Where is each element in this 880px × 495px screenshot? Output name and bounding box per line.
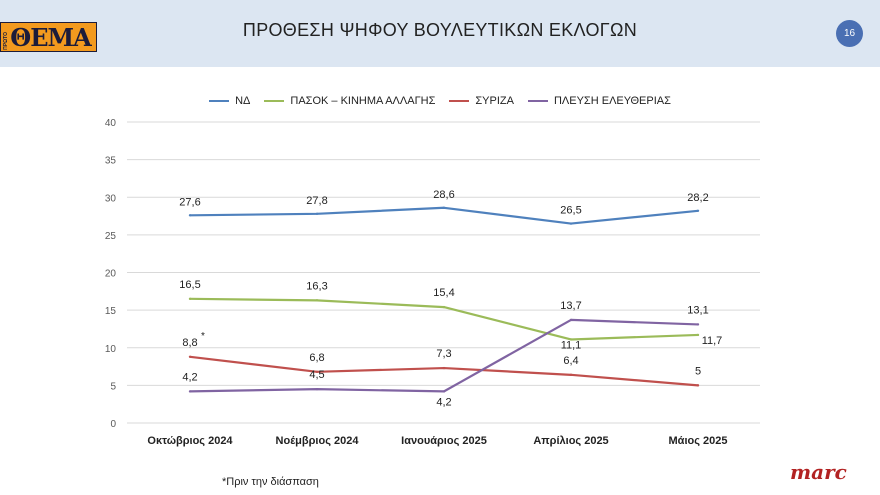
legend-item-syriza: ΣΥΡΙΖΑ — [449, 95, 514, 107]
x-tick-label: Απρίλιος 2025 — [533, 435, 608, 447]
data-label-pasok: 11,1 — [561, 339, 582, 351]
data-point-nd — [315, 212, 319, 216]
data-label-pasok: 15,4 — [433, 287, 454, 299]
legend-item-nd: ΝΔ — [209, 95, 250, 107]
data-point-nd — [188, 214, 192, 217]
data-point-syriza — [442, 366, 446, 370]
x-tick-label: Νοέμβριος 2024 — [276, 435, 360, 447]
data-label-nd: 27,6 — [179, 196, 200, 208]
y-tick-label: 5 — [110, 381, 116, 392]
x-tick-label: Μάιος 2025 — [669, 435, 728, 447]
data-point-plefsi — [569, 318, 573, 322]
data-label-plefsi: 4,2 — [182, 371, 197, 383]
data-label-plefsi: 13,7 — [560, 300, 581, 312]
legend-swatch-plefsi — [527, 100, 548, 102]
data-label-pasok: 11,7 — [702, 335, 723, 347]
data-label-nd: 28,2 — [687, 192, 708, 204]
data-point-pasok — [315, 299, 319, 302]
data-point-syriza — [188, 355, 192, 358]
data-point-nd — [569, 222, 573, 225]
data-point-syriza — [696, 384, 700, 387]
page-title: ΠΡΟΘΕΣΗ ΨΗΦΟΥ ΒΟΥΛΕΥΤΙΚΩΝ ΕΚΛΟΓΩΝ — [242, 20, 638, 40]
marc-logo: marc — [790, 460, 847, 484]
y-tick-label: 20 — [105, 269, 117, 280]
y-tick-label: 40 — [105, 118, 117, 129]
legend-label-nd: ΝΔ — [235, 95, 251, 107]
data-point-nd — [696, 209, 700, 212]
data-point-pasok — [696, 333, 700, 337]
data-point-plefsi — [442, 390, 446, 393]
data-label-nd: 26,5 — [560, 205, 581, 217]
page-number-badge: 16 — [836, 20, 863, 47]
series-line-pasok — [189, 297, 699, 341]
data-point-pasok — [442, 305, 446, 309]
data-point-pasok — [569, 338, 573, 341]
legend-label-plefsi: ΠΛΕΥΣΗ ΕΛΕΥΘΕΡΙΑΣ — [553, 95, 671, 107]
data-label-nd: 27,8 — [306, 195, 327, 207]
legend-swatch-pasok — [264, 100, 285, 102]
series-line-nd — [189, 206, 699, 225]
y-tick-label: 0 — [110, 419, 116, 430]
legend-label-syriza: ΣΥΡΙΖΑ — [475, 95, 514, 107]
series-line-syriza — [189, 355, 699, 387]
data-label-pasok: 16,5 — [179, 279, 200, 291]
footnote: *Πριν την διάσπαση — [222, 476, 319, 488]
data-point-plefsi — [188, 390, 192, 393]
data-point-plefsi — [315, 387, 319, 391]
logo-text: ΘΕΜΑ — [10, 22, 91, 52]
legend-item-plefsi: ΠΛΕΥΣΗ ΕΛΕΥΘΕΡΙΑΣ — [527, 95, 671, 107]
data-label-plefsi: 4,2 — [436, 396, 451, 408]
data-label-syriza: 6,4 — [563, 355, 578, 367]
data-label-syriza: 7,3 — [436, 348, 451, 360]
data-label-plefsi: 13,1 — [687, 304, 708, 316]
x-tick-label: Ιανουάριος 2025 — [401, 435, 487, 447]
x-tick-label: Οκτώβριος 2024 — [147, 435, 233, 447]
data-label-pasok: 16,3 — [306, 280, 327, 292]
y-tick-label: 25 — [105, 231, 117, 242]
legend-label-pasok: ΠΑΣΟΚ – ΚΙΝΗΜΑ ΑΛΛΑΓΗΣ — [290, 95, 436, 107]
y-tick-label: 30 — [105, 193, 117, 204]
chart-legend: ΝΔ ΠΑΣΟΚ – ΚΙΝΗΜΑ ΑΛΛΑΓΗΣ ΣΥΡΙΖΑ ΠΛΕΥΣΗ … — [0, 95, 880, 107]
data-point-syriza — [569, 373, 573, 377]
y-tick-label: 15 — [105, 306, 117, 317]
data-label-plefsi: 4,5 — [309, 369, 324, 381]
data-point-nd — [442, 206, 446, 209]
data-label-syriza: 5 — [695, 365, 701, 377]
logo: ΠΡΩΤΟ ΘΕΜΑ — [0, 22, 97, 52]
y-tick-label: 10 — [105, 344, 117, 355]
data-point-syriza — [315, 370, 319, 374]
data-point-pasok — [188, 297, 192, 301]
legend-item-pasok: ΠΑΣΟΚ – ΚΙΝΗΜΑ ΑΛΛΑΓΗΣ — [264, 95, 435, 107]
header-bar: ΠΡΩΤΟ ΘΕΜΑ ΠΡΟΘΕΣΗ ΨΗΦΟΥ ΒΟΥΛΕΥΤΙΚΩΝ ΕΚΛ… — [0, 0, 880, 67]
data-label-nd: 28,6 — [433, 189, 454, 201]
data-point-plefsi — [696, 323, 700, 326]
y-tick-label: 35 — [105, 156, 117, 167]
data-label-syriza: 8,8 — [182, 337, 197, 349]
annotation-asterisk: * — [201, 331, 205, 342]
data-label-syriza: 6,8 — [309, 352, 324, 364]
legend-swatch-syriza — [449, 100, 470, 102]
legend-swatch-nd — [209, 100, 230, 102]
